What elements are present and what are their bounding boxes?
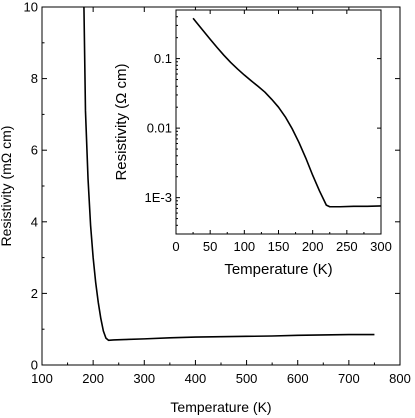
inset-frame <box>175 9 382 235</box>
main-y-tick-label: 4 <box>31 214 38 229</box>
main-y-tick-label: 2 <box>31 286 38 301</box>
inset-y-tick-label: 1E-3 <box>145 190 172 205</box>
main-x-tick-label: 300 <box>133 371 155 386</box>
main-x-tick-label: 600 <box>287 371 309 386</box>
main-y-tick-label: 10 <box>24 0 38 15</box>
main-x-tick-label: 100 <box>31 371 53 386</box>
inset-x-tick-label: 250 <box>336 239 358 254</box>
main-y-tick-label: 0 <box>31 358 38 373</box>
inset-x-tick-label: 50 <box>203 239 217 254</box>
main-y-tick-label: 8 <box>31 71 38 86</box>
main-x-tick-label: 700 <box>338 371 360 386</box>
main-y-tick-label: 6 <box>31 143 38 158</box>
main-series-line <box>83 7 375 342</box>
inset-x-tick-label: 100 <box>233 239 255 254</box>
main-x-tick-label: 800 <box>389 371 411 386</box>
inset-plot: 0 50 100 150 200 250 300 1E-3 0.01 0.1 Temperature… <box>113 9 392 278</box>
main-y-axis-title: Resistivity (mΩ cm) <box>0 126 14 247</box>
inset-x-tick-label: 200 <box>302 239 324 254</box>
inset-y-tick-label: 0.01 <box>147 121 172 136</box>
inset-x-tick-label: 0 <box>172 239 179 254</box>
inset-series-line <box>192 17 381 208</box>
inset-x-axis-title: Temperature (K) <box>224 261 332 278</box>
inset-y-axis-title: Resistivity (Ω cm) <box>113 63 130 180</box>
main-x-tick-label: 400 <box>185 371 207 386</box>
inset-y-tick-label: 0.1 <box>154 51 172 66</box>
inset-x-tick-label: 150 <box>268 239 290 254</box>
main-x-tick-label: 500 <box>236 371 258 386</box>
main-x-axis-title: Temperature (K) <box>170 399 271 415</box>
main-x-tick-label: 200 <box>82 371 104 386</box>
inset-x-tick-label: 300 <box>370 239 392 254</box>
